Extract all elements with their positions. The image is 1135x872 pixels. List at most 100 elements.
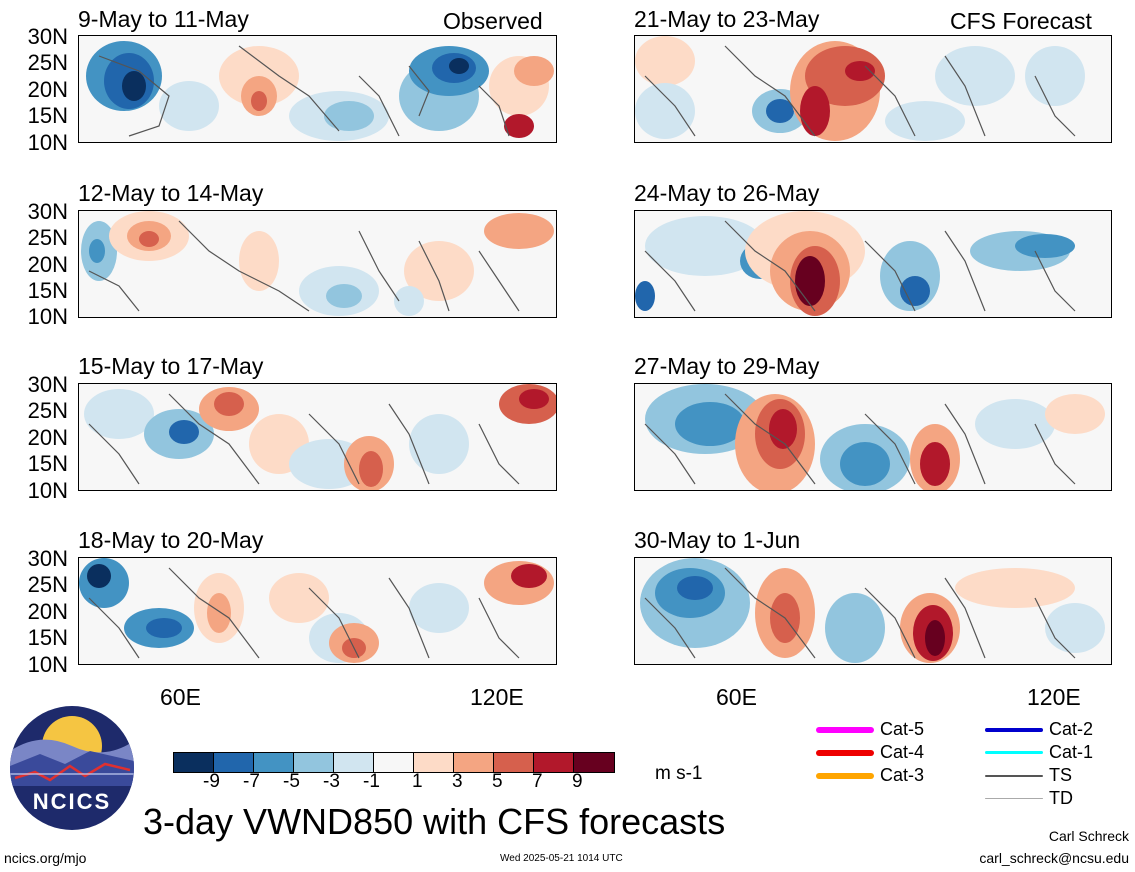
panel-title: 9-May to 11-May	[78, 6, 249, 32]
legend-item-cat1: Cat-1	[985, 742, 1093, 763]
legend-item-cat4: Cat-4	[816, 742, 924, 763]
forecast-label: CFS Forecast	[950, 8, 1092, 34]
logo-text: NCICS	[32, 789, 112, 814]
panel-title: 30-May to 1-Jun	[634, 527, 801, 553]
lat-tick-label: 30N	[27, 372, 68, 397]
ncics-logo: NCICS	[10, 706, 134, 830]
observed-label: Observed	[443, 8, 543, 34]
footer-url: ncics.org/mjo	[4, 850, 87, 866]
wind-anomaly-field	[79, 36, 556, 142]
lat-tick-label: 20N	[27, 252, 68, 277]
colorbar-tick: 7	[532, 771, 543, 792]
wind-anomaly-field	[635, 384, 1111, 490]
colorbar-tick: -3	[323, 771, 340, 792]
colorbar-swatch	[374, 753, 414, 772]
legend-swatch	[816, 726, 874, 733]
colorbar-tick: -9	[203, 771, 220, 792]
legend-swatch	[985, 751, 1043, 754]
wind-anomaly-field	[79, 384, 556, 490]
map-plot	[78, 210, 557, 318]
lat-tick-label: 10N	[27, 478, 68, 503]
wind-anomaly-field	[635, 36, 1111, 142]
lat-tick-label: 10N	[27, 304, 68, 329]
colorbar-tick: 5	[492, 771, 503, 792]
panel-title: 15-May to 17-May	[78, 353, 264, 379]
colorbar-swatch	[494, 753, 534, 772]
colorbar-swatch	[574, 753, 614, 772]
legend-swatch	[985, 727, 1043, 732]
panel-title: 27-May to 29-May	[634, 353, 820, 379]
legend-item-cat2: Cat-2	[985, 719, 1093, 740]
legend-swatch	[816, 772, 874, 779]
lat-tick-label: 30N	[27, 24, 68, 49]
main-title: 3-day VWND850 with CFS forecasts	[143, 801, 726, 842]
legend-label: TS	[1049, 765, 1073, 785]
legend-swatch	[985, 798, 1043, 799]
legend-label: Cat-5	[880, 719, 925, 739]
colorbar-swatch	[454, 753, 494, 772]
colorbar	[173, 752, 615, 773]
lat-tick-label: 10N	[27, 652, 68, 677]
colorbar-units: m s-1	[655, 763, 703, 784]
colorbar-tick: -7	[243, 771, 260, 792]
lat-tick-label: 20N	[27, 425, 68, 450]
colorbar-tick: -1	[363, 771, 380, 792]
legend-label: Cat-1	[1049, 742, 1094, 762]
lon-tick-label: 60E	[160, 684, 201, 710]
legend-item-cat5: Cat-5	[816, 719, 924, 740]
lat-tick-label: 15N	[27, 103, 68, 128]
colorbar-swatch	[334, 753, 374, 772]
lat-tick-label: 20N	[27, 77, 68, 102]
legend-label: Cat-4	[880, 742, 925, 762]
legend-swatch	[816, 749, 874, 756]
map-plot	[78, 557, 557, 665]
map-plot	[634, 557, 1112, 665]
colorbar-swatch	[414, 753, 454, 772]
map-plot	[78, 383, 557, 491]
footer-timestamp: Wed 2025-05-21 1014 UTC	[500, 853, 623, 864]
wind-anomaly-field	[79, 211, 556, 317]
colorbar-swatch	[534, 753, 574, 772]
footer-email: carl_schreck@ncsu.edu	[979, 850, 1129, 866]
wind-anomaly-field	[635, 211, 1111, 317]
lat-tick-label: 30N	[27, 546, 68, 571]
lat-tick-label: 25N	[27, 398, 68, 423]
panel-title: 12-May to 14-May	[78, 180, 264, 206]
legend-item-td: TD	[985, 788, 1073, 809]
lat-tick-label: 25N	[27, 225, 68, 250]
lat-tick-label: 15N	[27, 278, 68, 303]
colorbar-tick: 9	[572, 771, 583, 792]
wind-anomaly-field	[79, 558, 556, 664]
colorbar-swatch	[214, 753, 254, 772]
map-plot	[634, 35, 1112, 143]
panel-title: 21-May to 23-May	[634, 6, 820, 32]
colorbar-tick: -5	[283, 771, 300, 792]
colorbar-tick: 1	[412, 771, 423, 792]
footer-author: Carl Schreck	[1048, 828, 1129, 844]
legend-item-cat3: Cat-3	[816, 765, 924, 786]
map-plot	[634, 383, 1112, 491]
colorbar-swatch	[254, 753, 294, 772]
lon-tick-label: 60E	[716, 684, 757, 710]
legend-item-ts: TS	[985, 765, 1072, 786]
lon-tick-label: 120E	[1027, 684, 1081, 710]
colorbar-swatch	[174, 753, 214, 772]
wind-anomaly-field	[635, 558, 1111, 664]
map-plot	[634, 210, 1112, 318]
legend-label: TD	[1049, 788, 1073, 808]
lat-tick-label: 25N	[27, 50, 68, 75]
lon-tick-label: 120E	[470, 684, 524, 710]
lat-tick-label: 20N	[27, 599, 68, 624]
lat-tick-label: 15N	[27, 451, 68, 476]
lat-tick-label: 15N	[27, 625, 68, 650]
legend-label: Cat-3	[880, 765, 925, 785]
lat-tick-label: 25N	[27, 572, 68, 597]
colorbar-tick: 3	[452, 771, 463, 792]
panel-title: 24-May to 26-May	[634, 180, 820, 206]
map-plot	[78, 35, 557, 143]
colorbar-swatch	[294, 753, 334, 772]
lat-tick-label: 30N	[27, 199, 68, 224]
lat-tick-label: 10N	[27, 130, 68, 155]
legend-swatch	[985, 774, 1043, 777]
logo-landscape-icon	[10, 716, 134, 786]
